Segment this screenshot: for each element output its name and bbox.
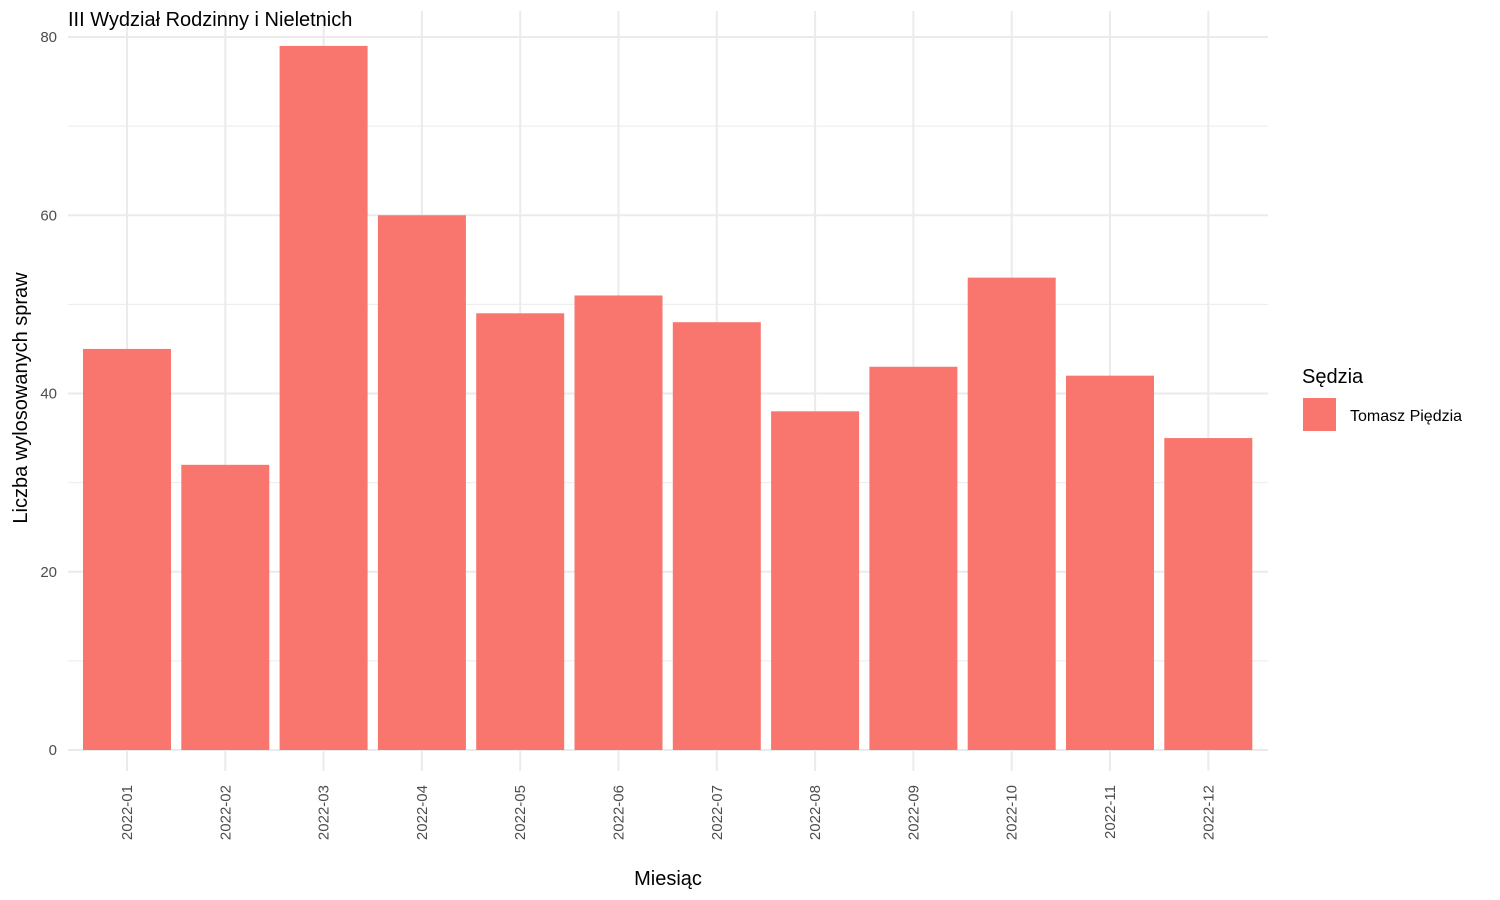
x-tick-label: 2022-02 (217, 785, 234, 840)
legend-item-label: Tomasz Piędzia (1350, 408, 1462, 425)
x-tick-label: 2022-08 (807, 785, 824, 840)
legend: Sędzia Tomasz Piędzia (1302, 366, 1462, 431)
x-tick-label: 2022-04 (414, 785, 431, 840)
bar-2022-07 (672, 322, 761, 750)
y-axis-tick-labels: 0 20 40 60 80 (40, 29, 57, 759)
bar-2022-09 (869, 366, 958, 750)
y-tick-label: 60 (40, 207, 57, 224)
y-tick-label: 0 (49, 742, 57, 759)
x-tick-label: 2022-03 (316, 785, 333, 840)
x-tick-label: 2022-06 (611, 785, 628, 840)
bar-2022-11 (1066, 375, 1154, 750)
bar-2022-03 (279, 45, 368, 751)
y-axis-title: Liczba wylosowanych spraw (10, 272, 32, 524)
bar-2022-01 (83, 348, 171, 750)
x-tick-label: 2022-10 (1004, 785, 1021, 840)
x-axis-tick-labels: 2022-01 2022-02 2022-03 2022-04 2022-05 2022-… (119, 785, 1217, 840)
x-tick-label: 2022-07 (709, 785, 726, 840)
x-axis-title: Miesiąc (634, 868, 702, 890)
bar-2022-02 (181, 464, 270, 750)
bar-2022-06 (574, 295, 663, 750)
y-tick-label: 40 (40, 386, 57, 403)
legend-title: Sędzia (1302, 366, 1364, 388)
bars (83, 45, 1253, 751)
bar-2022-10 (967, 277, 1056, 750)
x-tick-label: 2022-12 (1200, 785, 1217, 840)
x-tick-label: 2022-01 (119, 785, 136, 840)
bar-2022-04 (377, 215, 466, 750)
y-tick-label: 20 (40, 564, 57, 581)
chart-title: III Wydział Rodzinny i Nieletnich (68, 9, 352, 31)
legend-key-swatch (1303, 398, 1336, 431)
x-tick-label: 2022-11 (1102, 785, 1119, 839)
y-tick-label: 80 (40, 29, 57, 46)
bar-2022-12 (1164, 438, 1253, 750)
x-tick-label: 2022-05 (512, 785, 529, 840)
x-tick-label: 2022-09 (905, 785, 922, 840)
bar-2022-08 (771, 411, 860, 750)
bar-2022-05 (476, 313, 565, 750)
